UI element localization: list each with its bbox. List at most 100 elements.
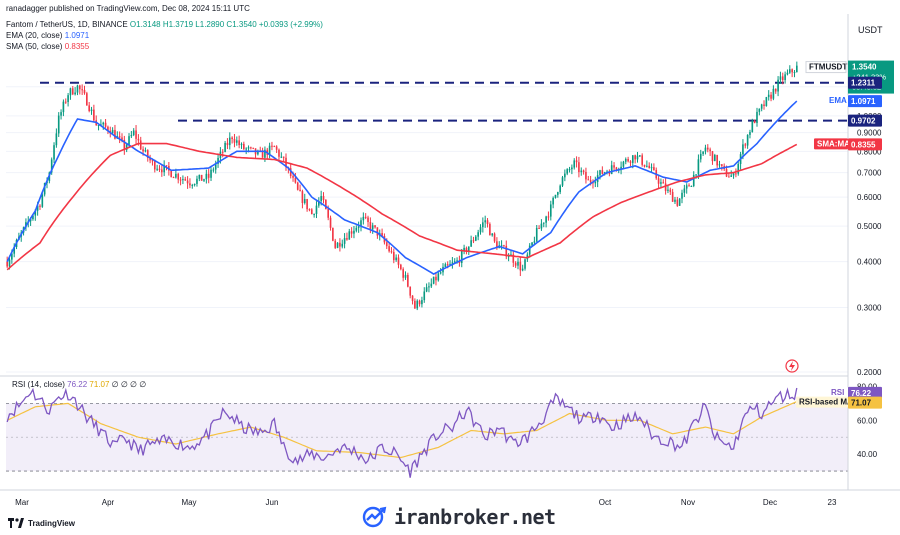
candle-body <box>561 177 564 186</box>
candle-body <box>610 165 613 174</box>
candle-body <box>62 101 65 113</box>
candle-body <box>261 151 264 158</box>
candle-body <box>385 242 388 247</box>
level-price-tag-bg <box>848 76 882 89</box>
ema-legend[interactable]: EMA (20, close) 1.0971 <box>6 31 89 40</box>
time-tick-label: Jun <box>266 498 279 507</box>
candle-body <box>104 122 107 127</box>
horizontal-levels <box>40 81 848 122</box>
candle-body <box>278 149 280 157</box>
candle-body <box>228 137 231 146</box>
candle-body <box>257 150 259 155</box>
candle-body <box>317 201 320 206</box>
candle-body <box>601 170 604 174</box>
candle-body <box>226 142 229 146</box>
candle-body <box>299 189 301 192</box>
candle-body <box>678 198 681 206</box>
candle-body <box>613 165 615 168</box>
candle-body <box>207 173 210 178</box>
candle-body <box>479 227 482 233</box>
candle-body <box>685 185 688 189</box>
candle-body <box>348 231 351 240</box>
candle-body <box>90 109 93 111</box>
sma-legend-label: SMA (50, close) <box>6 42 63 51</box>
candle-body <box>11 253 13 260</box>
candle-body <box>280 156 283 158</box>
candle-body <box>139 140 142 150</box>
rsi-ma-value-tag-bg <box>848 396 882 409</box>
candle-body <box>264 149 266 158</box>
candle-body <box>467 246 470 252</box>
candle-body <box>428 286 430 288</box>
price-tick-label: 0.3000 <box>857 303 882 312</box>
candle-body <box>786 72 789 75</box>
rsi-legend[interactable]: RSI (14, close) 76.22 71.07 ∅ ∅ ∅ ∅ <box>12 380 146 389</box>
candle-body <box>268 145 271 155</box>
candle-body <box>395 257 397 261</box>
candle-body <box>634 155 636 160</box>
candle-body <box>662 182 665 184</box>
sma-legend[interactable]: SMA (50, close) 0.8355 <box>6 42 89 51</box>
candle-body <box>554 194 557 198</box>
candle-body <box>163 165 165 173</box>
candle-body <box>41 194 44 207</box>
candle-body <box>674 199 676 202</box>
candle-body <box>250 147 252 149</box>
candle-body <box>507 256 510 258</box>
rsi-ma-axis-tag-bg <box>796 396 848 408</box>
candle-body <box>697 159 700 175</box>
tradingview-brand[interactable]: TradingView <box>8 518 75 528</box>
candle-body <box>388 246 390 252</box>
candle-body <box>125 144 128 150</box>
candle-body <box>599 170 601 176</box>
rsi-value-tag: 76.22 <box>851 389 872 398</box>
candle-body <box>81 89 83 91</box>
candle-body <box>514 262 517 266</box>
candle-body <box>631 155 634 163</box>
candle-body <box>76 85 79 93</box>
candle-body <box>172 177 175 179</box>
price-tick-label: 0.7000 <box>857 169 882 178</box>
price-tick-label: 0.2000 <box>857 368 882 377</box>
candle-body <box>179 179 182 181</box>
candle-body <box>667 189 669 191</box>
candle-body <box>364 216 367 218</box>
candle-body <box>721 164 723 166</box>
candle-body <box>107 126 109 131</box>
candle-body <box>528 245 531 255</box>
candle-body <box>573 160 576 168</box>
candle-body <box>676 199 679 206</box>
candle-body <box>646 165 648 167</box>
time-tick-label: Dec <box>763 498 777 507</box>
price-tick-label: 0.9000 <box>857 129 882 138</box>
candle-body <box>144 150 147 152</box>
candle-body <box>779 76 782 80</box>
time-tick-label: May <box>181 498 196 507</box>
candle-body <box>381 233 383 236</box>
candle-body <box>362 216 365 221</box>
candle-body <box>36 205 39 211</box>
candle-body <box>137 138 140 141</box>
candle-body <box>624 158 627 162</box>
candle-body <box>453 261 456 263</box>
rsi-axis-tag: RSI <box>831 388 844 397</box>
candle-body <box>559 185 561 193</box>
candle-body <box>692 174 695 187</box>
candle-body <box>547 216 550 218</box>
candle-body <box>93 109 95 121</box>
candle-body <box>294 177 297 183</box>
tradingview-brand-label: TradingView <box>28 518 75 528</box>
candle-body <box>566 169 569 174</box>
candle-body <box>474 236 477 241</box>
candle-body <box>165 165 168 167</box>
candle-body <box>535 227 538 242</box>
candle-body <box>796 65 798 73</box>
candle-body <box>730 175 733 177</box>
candle-body <box>463 247 465 251</box>
candle-body <box>346 238 348 240</box>
candle-body <box>578 162 580 173</box>
candle-body <box>486 220 489 224</box>
candle-body <box>791 69 793 73</box>
candle-body <box>549 204 552 217</box>
